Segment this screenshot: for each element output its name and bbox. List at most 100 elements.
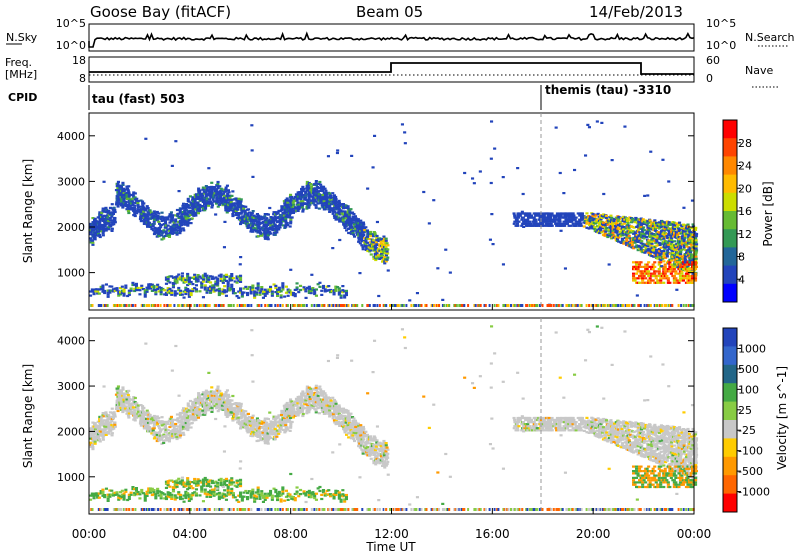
velocity-echo <box>126 392 130 395</box>
power-echo <box>174 214 178 217</box>
power-echo <box>343 222 347 225</box>
power-echo <box>207 304 210 307</box>
power-echo <box>268 230 272 234</box>
velocity-echo <box>107 414 111 417</box>
power-echo <box>631 304 633 307</box>
power-echo <box>223 198 227 201</box>
velocity-echo <box>110 419 114 423</box>
power-echo <box>415 304 418 307</box>
power-echo <box>258 217 262 220</box>
power-echo <box>139 220 143 223</box>
power-echo <box>141 200 145 203</box>
power-echo <box>171 214 175 217</box>
power-echo <box>154 231 158 234</box>
power-echo <box>276 290 280 293</box>
power-echo <box>666 277 670 280</box>
power-echo <box>197 187 201 190</box>
velocity-echo <box>192 415 196 418</box>
power-echo <box>222 196 226 199</box>
power-echo <box>549 222 553 225</box>
power-echo <box>314 204 318 207</box>
power-echo <box>231 190 235 193</box>
power-data-cells <box>89 120 699 307</box>
velocity-echo <box>240 423 244 427</box>
power-echo <box>651 265 655 268</box>
power-echo <box>186 197 190 200</box>
power-echo <box>261 296 265 299</box>
power-echo <box>383 262 387 265</box>
velocity-echo <box>192 411 196 414</box>
power-echo <box>264 225 268 228</box>
power-echo <box>263 233 267 236</box>
power-echo <box>238 202 242 205</box>
power-echo <box>506 304 509 307</box>
velocity-echo <box>92 429 96 432</box>
velocity-echo <box>229 405 233 408</box>
power-echo <box>255 229 259 232</box>
power-echo <box>694 239 698 242</box>
power-echo <box>256 282 260 285</box>
power-echo <box>182 202 186 205</box>
power-echo <box>676 266 680 269</box>
power-echo <box>175 233 179 236</box>
power-echo <box>610 218 614 221</box>
velocity-echo <box>142 410 146 414</box>
power-echo <box>564 216 568 219</box>
power-echo <box>259 215 263 218</box>
power-echo <box>164 222 168 225</box>
power-echo <box>328 208 332 211</box>
power-echo <box>582 217 586 220</box>
power-echo <box>683 253 687 256</box>
power-echo <box>154 227 158 230</box>
velocity-echo <box>260 439 264 442</box>
power-echo <box>646 222 650 225</box>
power-echo <box>296 197 300 200</box>
power-echo <box>229 198 233 202</box>
power-echo <box>225 201 229 204</box>
velocity-echo <box>119 390 123 393</box>
power-echo <box>667 221 671 224</box>
power-echo <box>651 274 655 278</box>
velocity-echo <box>110 415 114 418</box>
power-echo <box>668 270 672 273</box>
power-echo <box>555 224 559 227</box>
velocity-echo <box>90 433 94 436</box>
power-echo <box>179 291 183 294</box>
power-echo <box>382 239 386 242</box>
power-echo <box>205 291 209 294</box>
velocity-echo <box>283 408 287 411</box>
power-echo <box>101 223 105 227</box>
power-echo <box>219 195 223 199</box>
velocity-echo <box>123 407 127 410</box>
velocity-echo <box>215 401 219 404</box>
power-echo <box>119 192 123 195</box>
power-echo <box>184 280 188 283</box>
velocity-echo <box>204 410 208 413</box>
power-echo <box>322 200 326 203</box>
power-echo <box>125 304 128 307</box>
noise-panel: N.Sky 10^5 10^0 10^5 10^0 N.Search <box>6 17 795 52</box>
power-echo <box>127 211 131 215</box>
velocity-echo <box>286 428 290 431</box>
power-echo <box>106 212 110 215</box>
power-echo <box>366 249 370 253</box>
power-echo <box>223 285 227 288</box>
power-echo <box>99 228 103 231</box>
power-echo <box>373 134 377 137</box>
power-echo <box>574 216 578 219</box>
power-echo <box>334 198 338 201</box>
power-echo <box>89 222 93 225</box>
power-echo <box>359 225 363 228</box>
power-echo <box>680 257 684 260</box>
velocity-echo <box>152 437 156 440</box>
power-echo <box>680 227 684 230</box>
power-echo <box>264 237 268 240</box>
power-echo <box>644 221 648 224</box>
power-echo <box>299 284 303 287</box>
power-echo <box>361 248 365 251</box>
power-echo <box>260 222 264 225</box>
power-echo <box>138 293 142 296</box>
velocity-echo <box>97 437 101 440</box>
power-echo <box>566 304 569 307</box>
power-echo <box>327 304 330 307</box>
